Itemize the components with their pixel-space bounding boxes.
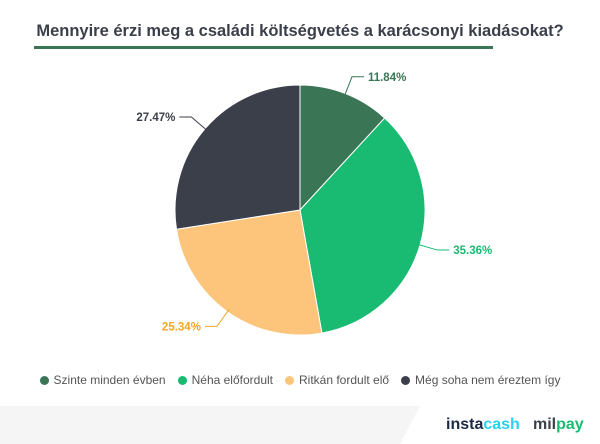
leader-line: [179, 116, 208, 132]
data-label: 27.47%: [136, 112, 175, 124]
leader-line: [343, 76, 364, 97]
data-label: 35.36%: [453, 245, 492, 257]
legend-swatch: [39, 375, 49, 385]
leader-line: [204, 309, 230, 327]
legend-label: Szinte minden évben: [53, 373, 166, 387]
legend-swatch: [177, 375, 187, 385]
instacash-logo: instacash: [446, 416, 520, 433]
milpay-logo: milpay: [533, 416, 584, 433]
legend-label: Még soha nem éreztem így: [415, 373, 561, 387]
legend-swatch: [401, 375, 411, 385]
pie-slice: [174, 84, 301, 230]
footer-band: [0, 406, 420, 444]
data-label: 25.34%: [162, 321, 201, 333]
data-label: 11.84%: [368, 72, 406, 84]
chart-title: Mennyire érzi meg a családi költségvetés…: [36, 22, 564, 40]
legend-swatch: [285, 375, 294, 385]
leader-line: [416, 243, 450, 251]
legend-item[interactable]: Néha előfordult: [177, 373, 273, 387]
legend-item[interactable]: Szinte minden évben: [39, 373, 166, 387]
legend-label: Néha előfordult: [191, 373, 273, 387]
legend-label: Ritkán fordult elő: [299, 373, 390, 387]
legend: Szinte minden évben Néha előfordult Ritkán…: [0, 373, 600, 387]
legend-item[interactable]: Ritkán fordult elő: [285, 373, 389, 387]
pie-chart: 11.84% 35.36% 25.34% 27.47%: [136, 72, 492, 336]
pie-slice: [175, 209, 323, 336]
title-underline: [34, 46, 493, 49]
legend-item[interactable]: Még soha nem éreztem így: [401, 373, 560, 387]
